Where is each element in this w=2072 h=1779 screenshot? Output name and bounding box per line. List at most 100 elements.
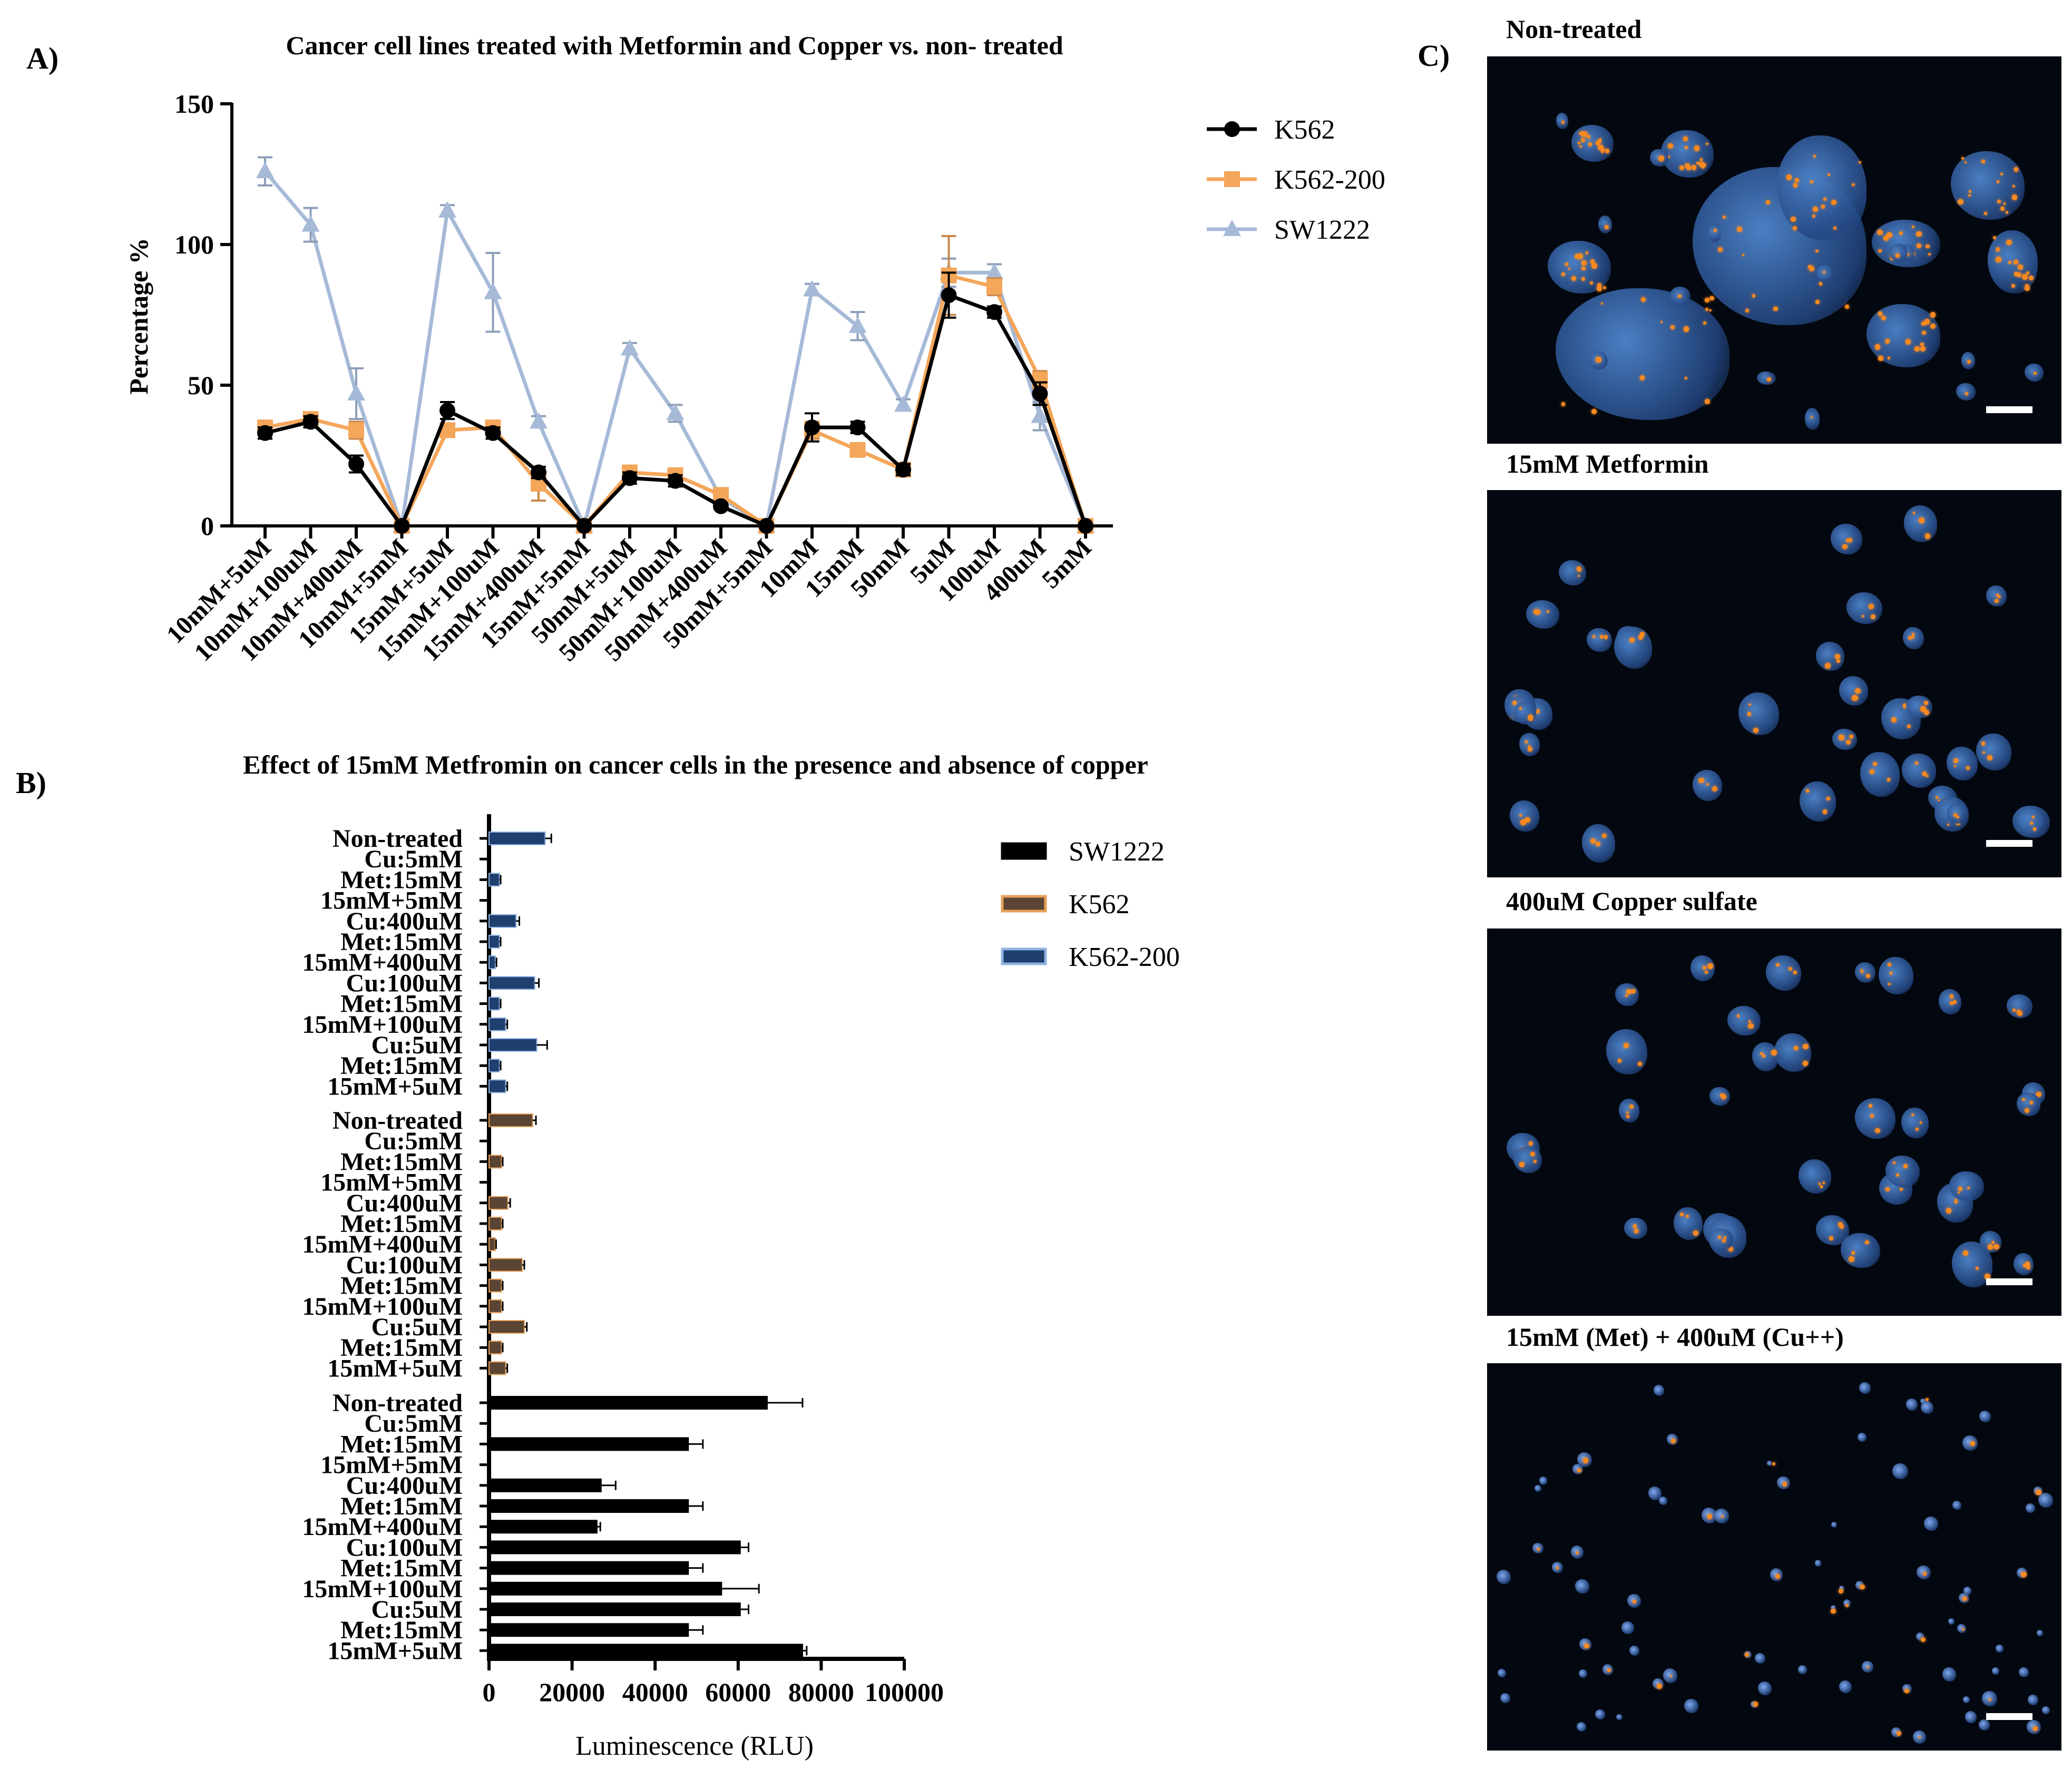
bar-category-label-met-15mm: Met:15mM: [340, 1210, 463, 1238]
data-point-k562-5mm: [1078, 518, 1093, 534]
bar-chart-xtick-label: 60000: [705, 1677, 771, 1707]
bar-legend-item-sw1222: SW1222: [1001, 837, 1165, 867]
legend-label-k562-200: K562-200: [1274, 165, 1385, 195]
data-point-sw1222-10mm-5um: [256, 162, 274, 179]
bar-category-label-15mm-400um: 15mM+400uM: [302, 1513, 463, 1541]
bar-category-label-15mm-5um: 15mM+5uM: [327, 1072, 463, 1100]
data-point-sw1222-15mm-100um: [484, 282, 502, 299]
bar-category-label-cu-5um: Cu:5uM: [372, 1596, 463, 1624]
bar-legend-swatch-k562: [1001, 895, 1047, 913]
bar-category-label-met-15mm: Met:15mM: [340, 1334, 463, 1362]
bar-sw1222-met-15mm: [488, 1561, 689, 1575]
bar-legend-label-sw1222: SW1222: [1069, 837, 1165, 867]
bar-legend-swatch-k562-200: [1001, 947, 1047, 965]
data-point-k562-10mm-400um: [348, 456, 364, 472]
data-point-k562-15mm-400um: [531, 464, 546, 481]
bar-k562-200-15mm-5um: [488, 1079, 506, 1093]
data-point-k562-15mm-100um: [485, 425, 501, 441]
bar-category-label-non-treated: Non-treated: [333, 1107, 463, 1135]
line-chart-ytick-label: 100: [174, 230, 214, 259]
bar-category-label-cu-5um: Cu:5uM: [372, 1313, 463, 1341]
bar-sw1222-15mm-5um: [488, 1644, 803, 1658]
data-point-k562-50mm-5um: [622, 470, 638, 486]
bar-category-label-15mm-5mm: 15mM+5mM: [320, 887, 463, 915]
bar-category-label-met-15mm: Met:15mM: [340, 1052, 463, 1080]
bar-group-k562-200: Non-treatedCu:5mMMet:15mM15mM+5mMCu:400u…: [302, 825, 552, 1100]
bar-category-label-met-15mm: Met:15mM: [340, 990, 463, 1018]
bar-category-label-cu-5mm: Cu:5mM: [364, 845, 463, 873]
bar-k562-200-cu-400um: [488, 914, 517, 928]
data-point-k562-15mm: [849, 419, 866, 436]
legend-marker-k562: [1224, 121, 1240, 137]
bar-category-label-met-15mm: Met:15mM: [340, 1492, 463, 1520]
legend-label-k562: K562: [1274, 115, 1335, 145]
data-point-k562-50mm-400um: [713, 498, 729, 514]
bar-legend-label-k562-200: K562-200: [1069, 942, 1180, 972]
data-point-k562-5um: [941, 287, 957, 304]
bar-category-label-met-15mm: Met:15mM: [340, 1430, 463, 1458]
bar-k562-200-met-15mm: [488, 1059, 500, 1073]
bar-category-label-15mm-100um: 15mM+100uM: [302, 1293, 463, 1321]
bar-group-sw1222: Non-treatedCu:5mMMet:15mM15mM+5mMCu:400u…: [302, 1389, 808, 1665]
bar-k562-non-treated: [488, 1113, 533, 1127]
line-chart: Cancer cell lines treated with Metformin…: [124, 31, 1385, 667]
data-point-k562-10mm-100um: [302, 414, 319, 430]
bar-category-label-cu-5mm: Cu:5mM: [364, 1410, 463, 1438]
bar-category-label-cu-5mm: Cu:5mM: [364, 1127, 463, 1155]
bar-category-label-15mm-100um: 15mM+100uM: [302, 1011, 463, 1039]
bar-k562-cu-400um: [488, 1196, 509, 1210]
data-point-k562-100um: [986, 304, 1002, 320]
bar-category-label-non-treated: Non-treated: [333, 1389, 463, 1417]
bar-category-label-met-15mm: Met:15mM: [340, 928, 463, 956]
data-point-k562-200-15mm: [849, 442, 866, 458]
data-point-sw1222-10mm-400um: [347, 384, 365, 401]
bar-category-label-cu-100um: Cu:100uM: [346, 1251, 463, 1279]
data-point-k562-50mm-100um: [667, 473, 683, 489]
bar-category-label-15mm-5mm: 15mM+5mM: [320, 1451, 463, 1479]
bar-group-k562: Non-treatedCu:5mMMet:15mM15mM+5mMCu:400u…: [302, 1107, 537, 1382]
legend-marker-k562-200: [1224, 171, 1240, 187]
panel-b-label: B): [16, 766, 46, 800]
legend-label-sw1222: SW1222: [1274, 215, 1370, 245]
data-point-k562-200-10mm-400um: [348, 422, 364, 438]
data-point-k562-50mm-5mm: [758, 518, 775, 534]
bar-category-label-met-15mm: Met:15mM: [340, 1555, 463, 1582]
bar-category-label-15mm-5mm: 15mM+5mM: [320, 1169, 463, 1197]
bar-chart-xlabel: Luminescence (RLU): [575, 1731, 814, 1761]
bar-legend-item-k562-200: K562-200: [1001, 942, 1180, 972]
bar-sw1222-cu-5um: [488, 1602, 741, 1616]
bar-category-label-15mm-5um: 15mM+5uM: [327, 1354, 463, 1382]
data-point-k562-50mm: [895, 462, 911, 478]
line-series-k562-200: [257, 234, 1093, 534]
bar-k562-met-15mm: [488, 1217, 502, 1230]
bar-category-label-met-15mm: Met:15mM: [340, 1148, 463, 1176]
line-chart-title: Cancer cell lines treated with Metformin…: [286, 31, 1063, 60]
bar-sw1222-met-15mm: [488, 1499, 689, 1513]
panel-a-label: A): [26, 41, 58, 75]
bar-legend-item-k562: K562: [1001, 890, 1130, 920]
bar-k562-cu-100um: [488, 1258, 523, 1272]
bar-category-label-15mm-5um: 15mM+5uM: [327, 1637, 463, 1665]
line-chart-ytick-label: 150: [174, 89, 214, 119]
bar-k562-200-met-15mm: [488, 996, 500, 1011]
bar-k562-15mm-100um: [488, 1299, 502, 1313]
legend-item-sw1222: SW1222: [1207, 215, 1370, 245]
bar-sw1222-15mm-100um: [488, 1581, 722, 1596]
data-point-sw1222-100um: [985, 263, 1003, 280]
data-point-sw1222-15mm-5um: [438, 201, 456, 218]
bar-category-label-cu-400um: Cu:400uM: [346, 907, 463, 935]
bar-category-label-15mm-100um: 15mM+100uM: [302, 1575, 463, 1603]
data-point-k562-10mm-5um: [257, 425, 273, 441]
data-point-sw1222-15mm-400um: [530, 412, 548, 429]
bar-sw1222-non-treated: [488, 1396, 768, 1410]
bar-k562-200-non-treated: [488, 832, 546, 845]
bar-k562-met-15mm: [488, 1155, 502, 1169]
bar-category-label-15mm-400um: 15mM+400uM: [302, 1230, 463, 1258]
bar-k562-200-met-15mm: [488, 935, 500, 949]
bar-chart-xtick-label: 20000: [539, 1677, 605, 1707]
bar-sw1222-15mm-400um: [488, 1520, 598, 1534]
bar-category-label-15mm-400um: 15mM+400uM: [302, 949, 463, 976]
line-chart-ytick-label: 0: [201, 511, 214, 541]
line-chart-xtick-label-5mm: 5mM: [1037, 533, 1097, 594]
bar-legend-label-k562: K562: [1069, 890, 1130, 920]
